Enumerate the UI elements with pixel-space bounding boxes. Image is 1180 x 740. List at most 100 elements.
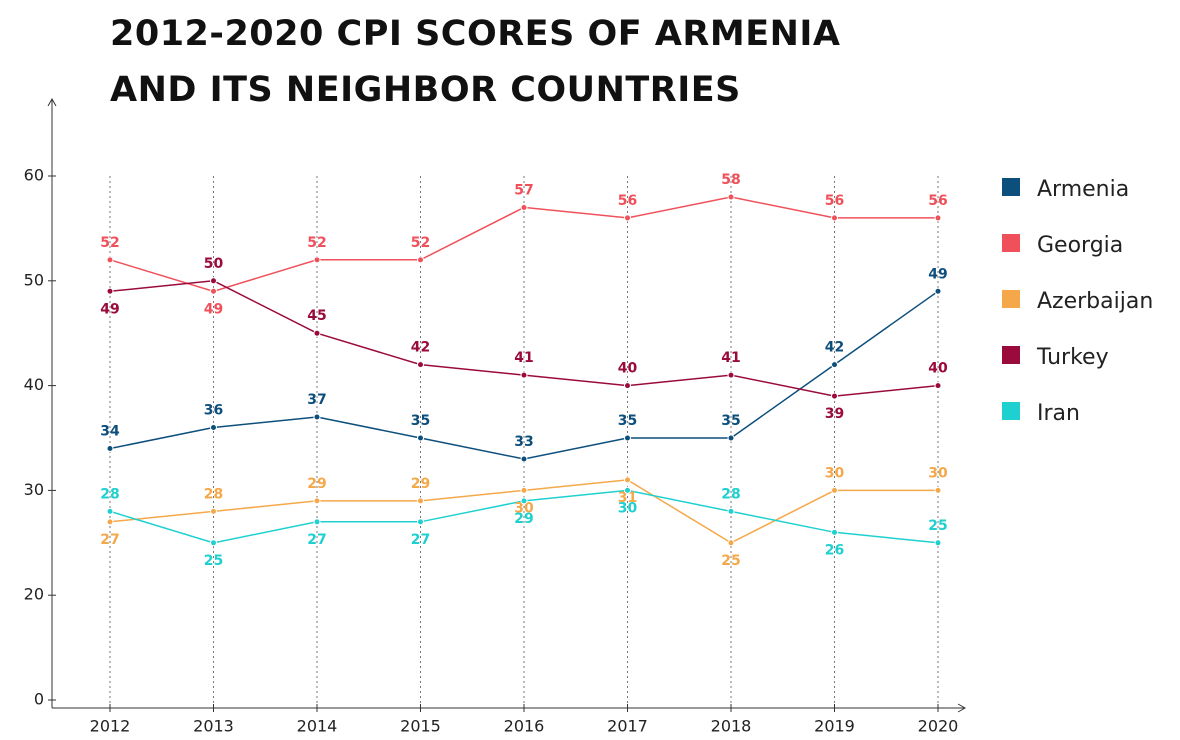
legend-label: Armenia — [1037, 177, 1129, 202]
point — [210, 287, 217, 295]
data-label: 42 — [825, 340, 844, 356]
data-label: 30 — [825, 465, 845, 481]
data-label: 25 — [721, 553, 740, 569]
data-label: 33 — [514, 434, 533, 450]
point — [313, 256, 321, 264]
point — [727, 507, 735, 515]
point — [831, 361, 838, 369]
x-tick-label: 2016 — [504, 717, 545, 736]
point — [831, 392, 838, 400]
y-tick-label: 20 — [24, 585, 44, 604]
point — [210, 539, 217, 547]
data-label: 52 — [100, 235, 119, 251]
data-label: 26 — [825, 542, 844, 558]
legend-label: Iran — [1037, 401, 1080, 426]
point — [624, 434, 631, 442]
data-label: 27 — [100, 532, 119, 548]
data-label: 29 — [307, 476, 326, 492]
data-label: 25 — [204, 553, 223, 569]
data-label: 50 — [204, 256, 224, 272]
data-label: 25 — [928, 518, 947, 534]
x-tick-label: 2014 — [297, 717, 338, 736]
legend-swatch — [1002, 290, 1020, 308]
point — [624, 476, 631, 484]
x-tick-label: 2017 — [607, 717, 648, 736]
point — [831, 486, 838, 494]
data-label: 39 — [825, 406, 844, 422]
point — [417, 518, 424, 526]
point — [934, 486, 942, 494]
chart-title: 2012-2020 CPI SCORES OF ARMENIA AND ITS … — [110, 14, 841, 110]
x-tick-label: 2012 — [90, 717, 131, 736]
legend-swatch — [1002, 178, 1020, 196]
point — [106, 256, 114, 264]
data-label: 30 — [618, 500, 638, 516]
data-label: 40 — [928, 361, 948, 377]
data-label: 45 — [307, 308, 326, 324]
point — [934, 214, 942, 222]
point — [520, 497, 528, 505]
y-axis-arrow — [47, 97, 57, 107]
point — [727, 434, 735, 442]
point — [417, 497, 424, 505]
data-label: 35 — [721, 413, 740, 429]
point — [106, 507, 114, 515]
point — [934, 539, 942, 547]
data-label: 40 — [618, 361, 638, 377]
point — [831, 214, 838, 222]
legend-swatch — [1002, 402, 1020, 420]
point — [313, 497, 321, 505]
data-label: 41 — [514, 350, 533, 366]
point — [313, 413, 321, 421]
point — [520, 371, 528, 379]
point — [210, 507, 217, 515]
legend-label: Georgia — [1037, 233, 1123, 258]
x-tick-label: 2015 — [400, 717, 441, 736]
data-label: 41 — [721, 350, 740, 366]
x-tick-label: 2018 — [711, 717, 752, 736]
legend-label: Azerbaijan — [1037, 289, 1153, 314]
point — [727, 371, 735, 379]
data-label: 27 — [411, 532, 430, 548]
data-label: 49 — [100, 301, 119, 317]
x-tick-label: 2013 — [193, 717, 234, 736]
data-label: 56 — [825, 193, 844, 209]
data-label: 49 — [204, 301, 223, 317]
y-tick-label: 0 — [34, 690, 44, 709]
data-label: 37 — [307, 392, 326, 408]
data-label: 56 — [928, 193, 947, 209]
point — [313, 518, 321, 526]
point — [417, 256, 424, 264]
point — [727, 193, 735, 201]
x-axis-arrow — [957, 703, 967, 713]
data-label: 52 — [411, 235, 430, 251]
point — [520, 486, 528, 494]
data-label: 52 — [307, 235, 326, 251]
point — [313, 329, 321, 337]
data-label: 35 — [618, 413, 637, 429]
data-label: 42 — [411, 340, 430, 356]
y-tick-label: 30 — [24, 480, 44, 499]
point — [624, 486, 631, 494]
data-label: 36 — [204, 403, 223, 419]
point — [624, 214, 631, 222]
point — [106, 444, 114, 452]
y-tick-label: 60 — [24, 166, 44, 185]
data-label: 30 — [928, 465, 948, 481]
legend-label: Turkey — [1036, 345, 1109, 370]
data-label: 29 — [411, 476, 430, 492]
data-label: 28 — [721, 486, 740, 502]
legend-swatch — [1002, 346, 1020, 364]
point — [934, 382, 942, 390]
point — [624, 382, 631, 390]
point — [210, 277, 217, 285]
data-label: 56 — [618, 193, 637, 209]
point — [831, 528, 838, 536]
point — [934, 287, 942, 295]
legend-swatch — [1002, 234, 1020, 252]
point — [417, 361, 424, 369]
y-tick-label: 50 — [24, 270, 44, 289]
data-label: 27 — [307, 532, 326, 548]
data-label: 49 — [928, 266, 947, 282]
